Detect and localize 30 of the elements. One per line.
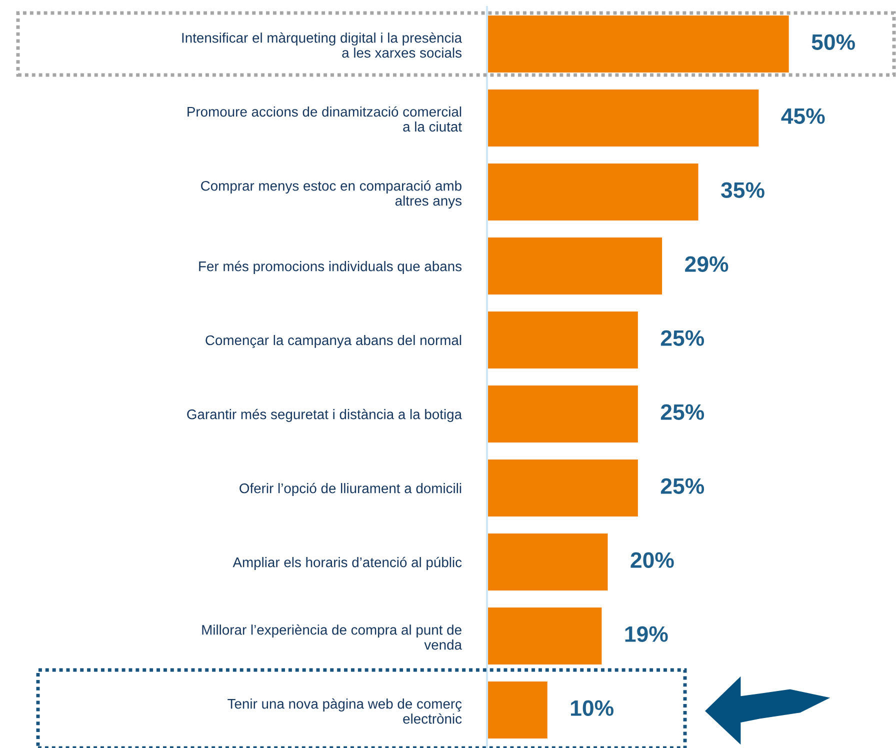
y-tick-label: Millorar l’experiència de compra al punt de venda: [202, 624, 462, 650]
y-tick-label: Garantir més seguretat i distància a la botiga: [187, 408, 462, 422]
bar: [487, 16, 789, 72]
y-tick-label: Tenir una nova pàgina web de comerç electrònic: [228, 698, 462, 724]
data-label: 25%: [660, 330, 704, 346]
bar: [487, 386, 638, 442]
data-label: 25%: [660, 478, 704, 494]
data-label: 45%: [781, 108, 825, 124]
y-tick-label: Intensificar el màrqueting digital i la presència a les xarxes socials: [182, 32, 462, 58]
data-label: 50%: [812, 34, 855, 50]
bar: [487, 608, 602, 664]
data-label: 19%: [625, 626, 668, 642]
data-label: 35%: [721, 182, 764, 198]
data-label: 25%: [660, 404, 704, 420]
bar: [487, 164, 698, 220]
bar: [487, 460, 638, 516]
bar: [487, 682, 548, 738]
data-label: 29%: [685, 256, 728, 272]
data-label: 10%: [570, 700, 614, 716]
data-label: 20%: [630, 552, 674, 568]
bar: [487, 534, 608, 590]
y-tick-label: Comprar menys estoc en comparació amb altres anys: [201, 180, 462, 208]
y-tick-label: Promoure accions de dinamització comercial a la ciutat: [188, 106, 462, 132]
y-tick-label: Fer més promocions individuals que abans: [199, 260, 462, 274]
bar: [487, 312, 638, 368]
y-tick-label: Començar la campanya abans del normal: [206, 334, 462, 348]
y-tick-label: Ampliar els horaris d’atenció al públic: [232, 556, 462, 570]
y-tick-label: Oferir l’opció de lliurament a domicili: [240, 482, 462, 496]
bar: [487, 238, 662, 294]
bar: [487, 90, 759, 146]
